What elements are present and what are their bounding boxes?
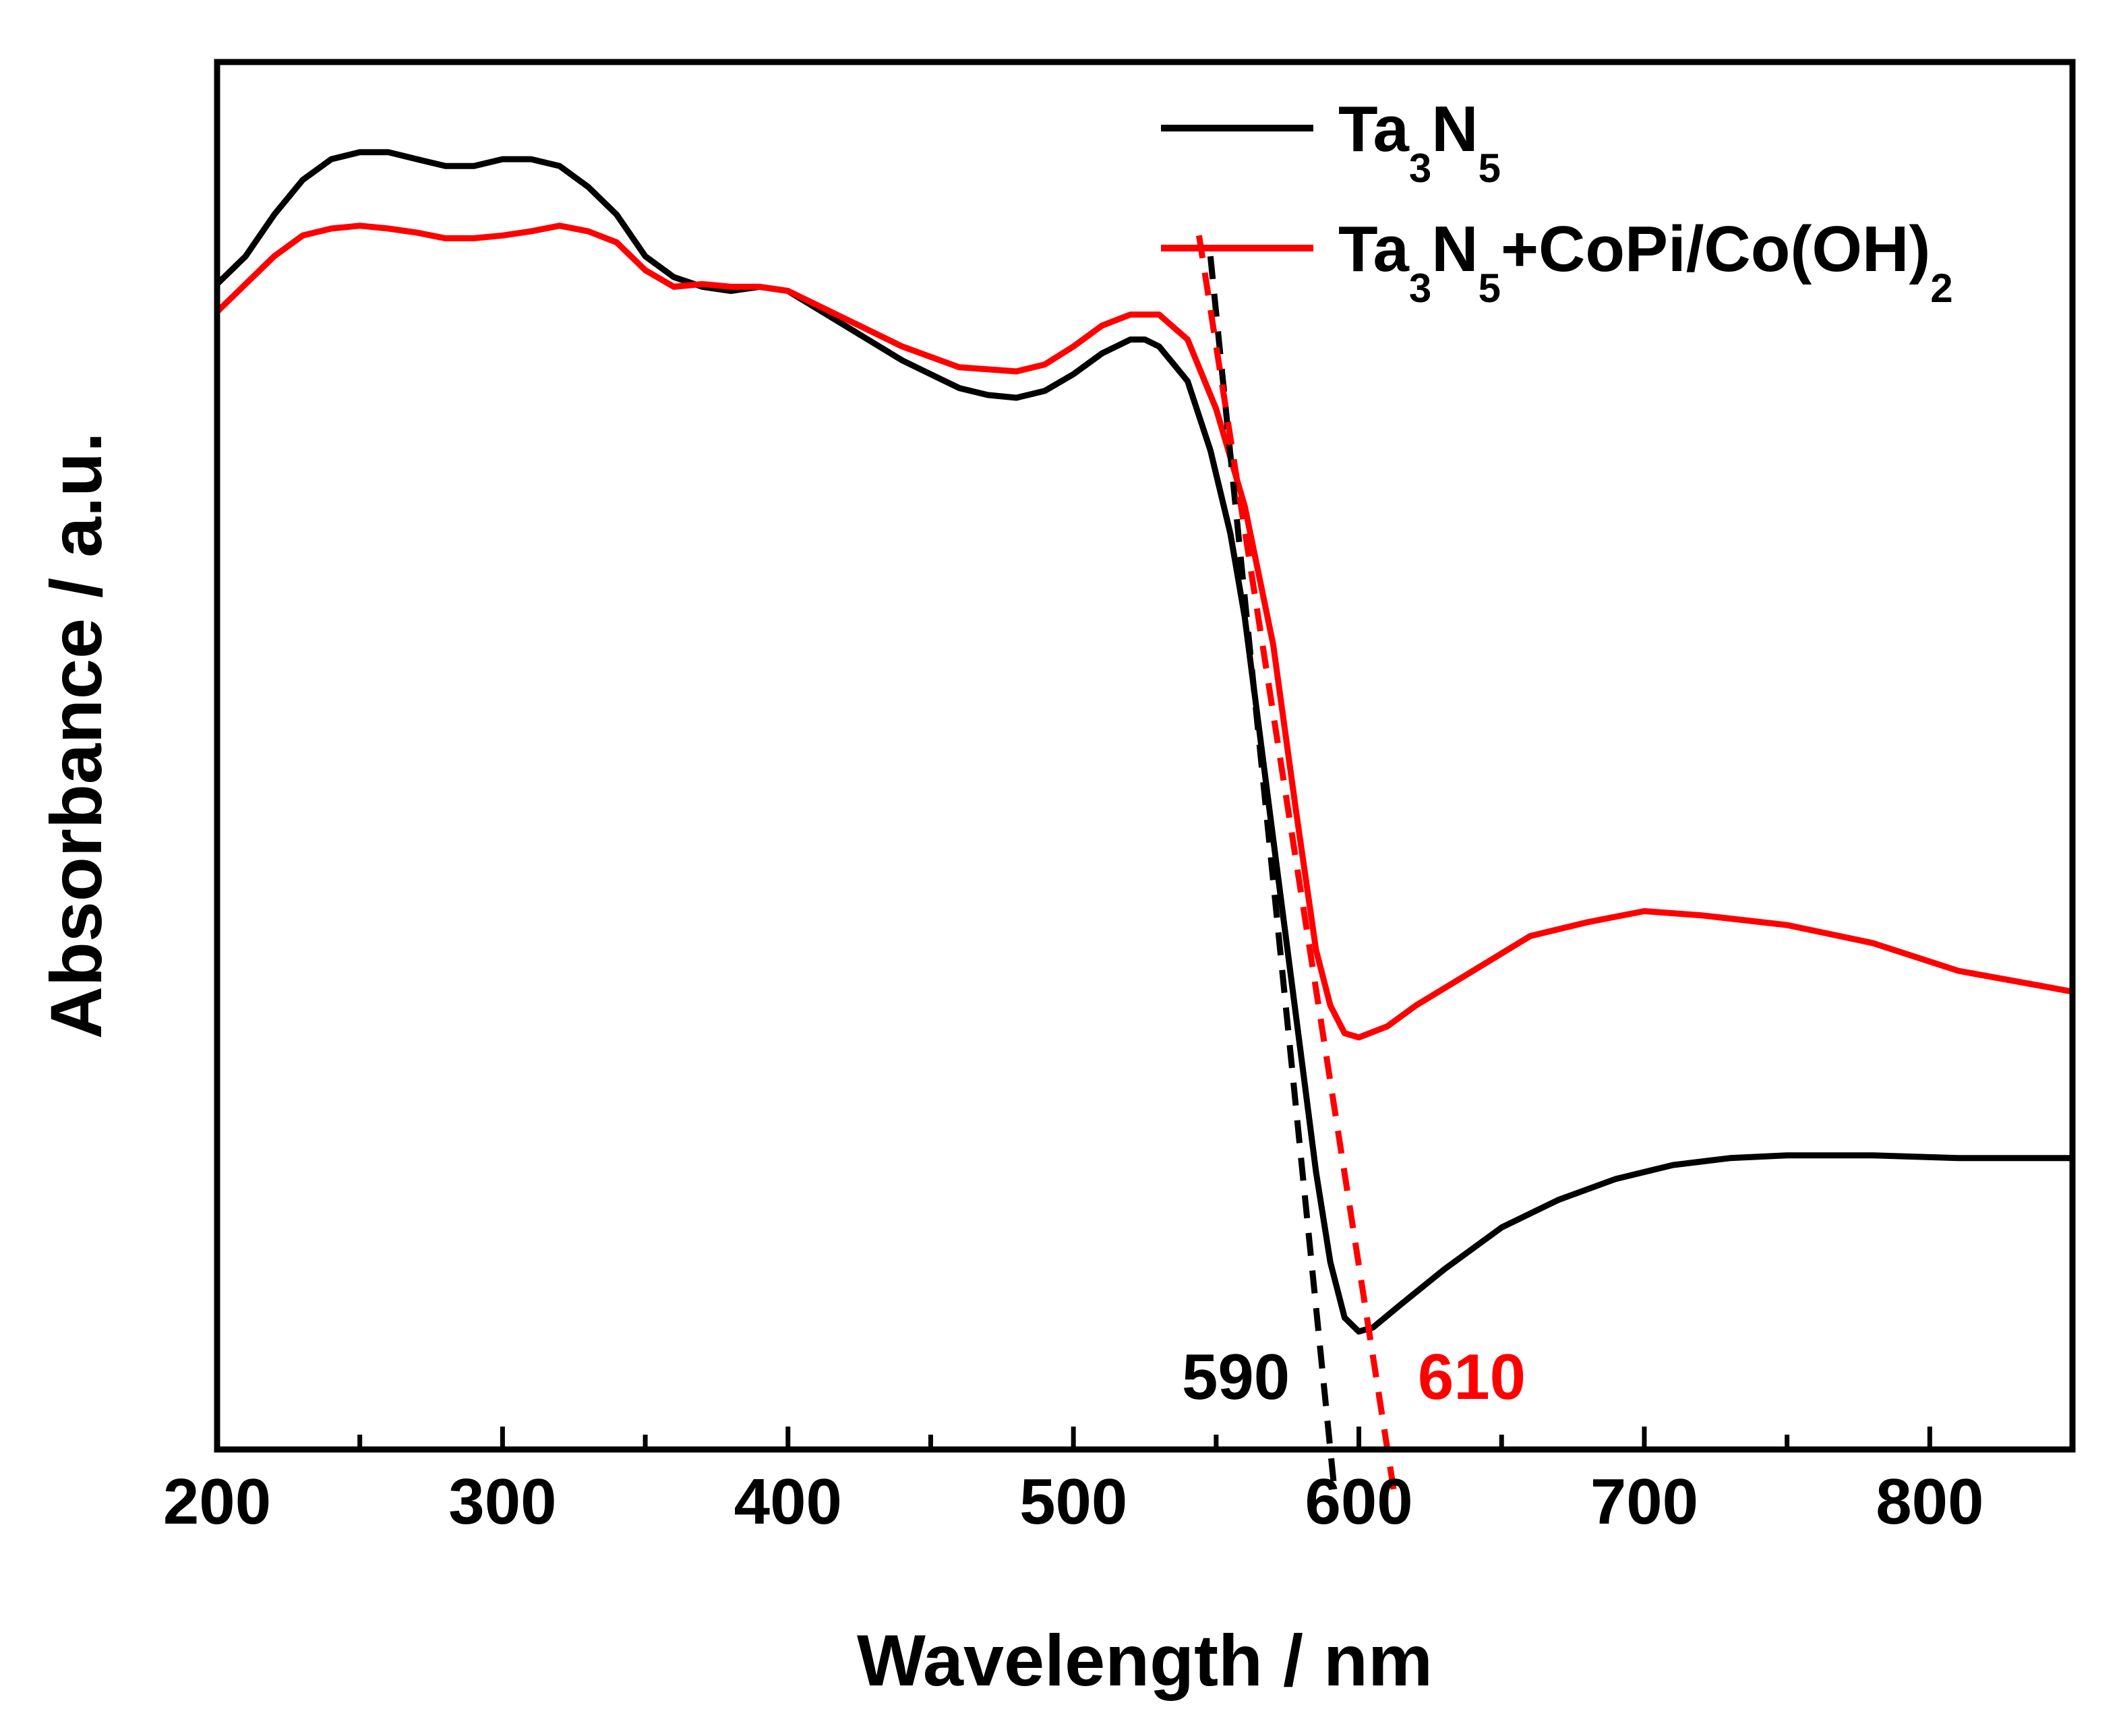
- series-line-1: [217, 222, 2072, 1041]
- legend-text-part: Ta: [1338, 93, 1410, 165]
- x-tick-label: 700: [1590, 1466, 1698, 1538]
- legend-label-ta3n5: Ta3N5: [1338, 93, 1501, 191]
- legend-text-part: N: [1431, 93, 1478, 165]
- legend-text-part: N: [1431, 213, 1478, 285]
- legend-subscript: 5: [1479, 266, 1501, 311]
- series-line-0: [217, 149, 2072, 1335]
- legend-text-part: +CoPi/Co(OH): [1501, 213, 1930, 285]
- tangent-lines-layer: [1195, 235, 1397, 1492]
- x-axis-title: Wavelength / nm: [857, 1619, 1433, 1701]
- annotations: 590 610: [1182, 1341, 1526, 1413]
- legend-subscript: 5: [1479, 146, 1501, 191]
- legend-label-ta3n5-copi: Ta3N5+CoPi/Co(OH)2: [1338, 213, 1953, 311]
- axis-ticks: 200 300 400 500 600 700 800: [163, 1427, 2075, 1538]
- legend: Ta3N5 Ta3N5+CoPi/Co(OH)2: [1161, 93, 1953, 311]
- legend-subscript: 3: [1409, 146, 1431, 191]
- tangent-line-1: [1195, 235, 1397, 1492]
- x-tick-label: 200: [163, 1466, 271, 1538]
- tangent-line-0: [1207, 256, 1338, 1492]
- x-tick-label: 300: [448, 1466, 556, 1538]
- y-axis-title: Absorbance / a.u.: [35, 432, 117, 1039]
- x-tick-label: 600: [1305, 1466, 1412, 1538]
- curves-layer: [217, 149, 2072, 1335]
- legend-subscript: 2: [1930, 266, 1952, 311]
- x-tick-label: 400: [734, 1466, 842, 1538]
- annotation-610: 610: [1418, 1341, 1526, 1413]
- x-tick-label: 800: [1876, 1466, 1983, 1538]
- legend-subscript: 3: [1409, 266, 1431, 311]
- annotation-590: 590: [1182, 1341, 1290, 1413]
- x-tick-label: 500: [1019, 1466, 1127, 1538]
- legend-text-part: Ta: [1338, 213, 1410, 285]
- plot-frame: [214, 59, 2076, 1453]
